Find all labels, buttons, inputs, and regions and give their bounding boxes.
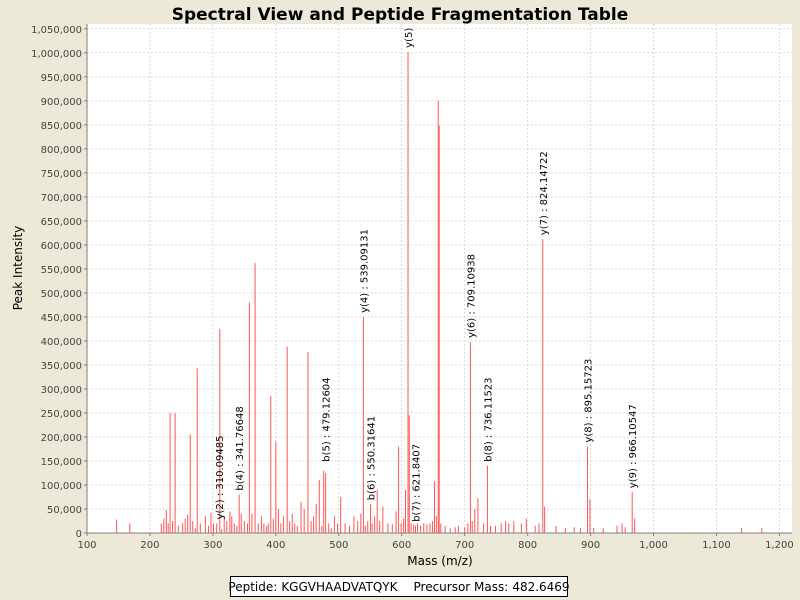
y-tick-label: 400,000	[41, 337, 82, 348]
precursor-label: Precursor Mass:	[413, 579, 509, 594]
y-tick-label: 150,000	[41, 457, 82, 468]
x-tick-label: 1,200	[765, 540, 794, 551]
x-tick-label: 400	[266, 540, 285, 551]
axes	[86, 24, 792, 534]
chart-title: Spectral View and Peptide Fragmentation …	[172, 5, 629, 25]
y-tick-label: 600,000	[41, 241, 82, 252]
y-tick-label: 50,000	[47, 505, 82, 516]
peak-annotation: b(5) : 479.12604	[322, 377, 333, 461]
peak-annotation: y(6) : 709.10938	[466, 254, 477, 338]
peak-annotation: y(5)	[404, 28, 415, 48]
y-tick-label: 650,000	[41, 217, 82, 228]
x-axis-label: Mass (m/z)	[407, 554, 472, 568]
y-tick-label: 250,000	[41, 409, 82, 420]
x-tick-label: 100	[77, 540, 96, 551]
y-tick-label: 700,000	[41, 193, 82, 204]
peptide-info-box: Peptide: KGGVHAADVATQYK Precursor Mass: …	[228, 576, 570, 597]
x-tick-label: 200	[140, 540, 159, 551]
peak-series	[116, 51, 763, 533]
x-tick-label: 700	[455, 540, 474, 551]
y-tick-label: 350,000	[41, 361, 82, 372]
y-tick-label: 850,000	[41, 121, 82, 132]
x-tick-label: 600	[392, 540, 411, 551]
x-tick-label: 800	[518, 540, 537, 551]
x-tick-label: 1,000	[639, 540, 668, 551]
y-tick-label: 200,000	[41, 433, 82, 444]
x-tick-label: 1,100	[702, 540, 731, 551]
precursor-info: Precursor Mass: 482.6469	[414, 580, 570, 594]
y-tick-label: 950,000	[41, 73, 82, 84]
x-tick-label: 500	[329, 540, 348, 551]
y-tick-label: 1,000,000	[31, 49, 82, 60]
peak-annotation: y(8) : 895.15723	[584, 359, 595, 443]
y-tick-label: 500,000	[41, 289, 82, 300]
peak-annotation: b(7) : 621.8407	[411, 444, 422, 522]
y-tick-label: 900,000	[41, 97, 82, 108]
y-tick-label: 750,000	[41, 169, 82, 180]
peptide-value: KGGVHAADVATQYK	[281, 579, 398, 594]
peak-annotations: y(2) : 310.09485 b(4) : 341.76648 b(5) : 4…	[215, 28, 639, 522]
y-axis-label: Peak Intensity	[11, 226, 25, 311]
peak-annotation: y(4) : 539.09131	[359, 229, 370, 313]
y-tick-label: 800,000	[41, 145, 82, 156]
y-tick-label: 1,050,000	[31, 25, 82, 36]
peak-annotation: y(2) : 310.09485	[215, 436, 226, 520]
peptide-label: Peptide:	[228, 579, 278, 594]
y-tick-label: 300,000	[41, 385, 82, 396]
x-tick-label: 900	[581, 540, 600, 551]
precursor-value: 482.6469	[512, 579, 570, 594]
y-tick-label: 0	[76, 529, 82, 540]
y-tick-label: 450,000	[41, 313, 82, 324]
x-tick-label: 300	[203, 540, 222, 551]
y-ticks: 0 50,000 100,000 150,000 200,000 250,000 300,0…	[31, 25, 87, 540]
peak-annotation: b(8) : 736.11523	[483, 377, 494, 461]
peptide-info: Peptide: KGGVHAADVATQYK	[228, 580, 397, 594]
y-tick-label: 550,000	[41, 265, 82, 276]
peak-annotation: y(7) : 824.14722	[539, 151, 550, 235]
peak-annotation: b(4) : 341.76648	[235, 406, 246, 490]
y-tick-label: 100,000	[41, 481, 82, 492]
x-ticks: 100 200 300 400 500 600 700 800 900 1,000 1,100 1,2…	[77, 533, 794, 551]
peak-annotation: b(6) : 550.31641	[366, 416, 377, 500]
peak-annotation: y(9) : 966.10547	[628, 404, 639, 488]
